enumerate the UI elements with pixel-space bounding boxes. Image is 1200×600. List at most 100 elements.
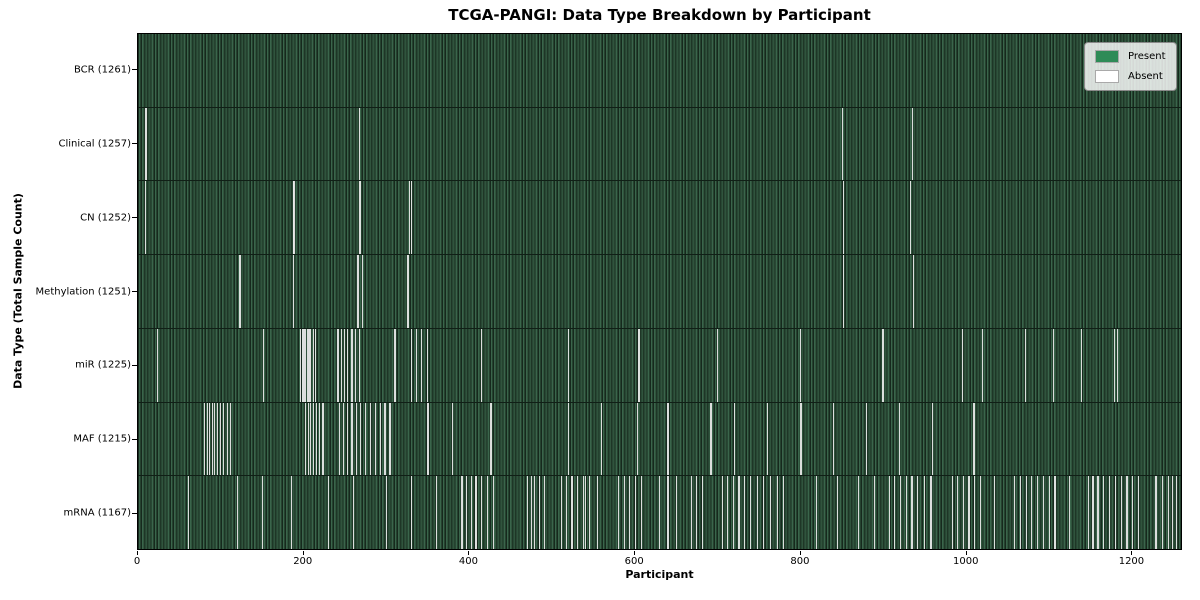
absent-line: [696, 476, 698, 550]
absent-line: [905, 476, 907, 550]
x-axis-label: Participant: [625, 568, 694, 581]
legend: Present Absent: [1084, 42, 1177, 91]
absent-line: [951, 476, 954, 550]
x-ticks: 0 200 400 600 800 1000 1200: [133, 550, 1182, 570]
absent-line: [917, 476, 919, 550]
absent-line: [347, 402, 349, 476]
absent-line: [721, 476, 724, 550]
absent-line: [358, 255, 360, 328]
x-tick-label: 800: [790, 556, 810, 567]
absent-line: [374, 402, 376, 476]
absent-line: [1161, 476, 1164, 550]
absent-line: [733, 402, 735, 476]
absent-line: [659, 476, 661, 550]
absent-line: [968, 476, 970, 550]
absent-line: [353, 476, 355, 550]
legend-item-absent: Absent: [1095, 70, 1166, 83]
absent-line: [874, 476, 876, 550]
absent-line: [369, 402, 371, 476]
absent-line: [470, 476, 472, 550]
absent-line: [206, 402, 208, 476]
absent-line: [1092, 476, 1094, 550]
absent-line: [667, 476, 669, 550]
absent-line: [568, 328, 570, 402]
absent-line: [1103, 476, 1105, 550]
absent-line: [1052, 328, 1054, 402]
absent-line: [426, 328, 428, 402]
x-tick-label: 0: [133, 556, 141, 567]
absent-line: [899, 476, 901, 550]
absent-line: [239, 255, 241, 328]
absent-line: [427, 402, 429, 476]
absent-line: [358, 328, 361, 402]
absent-line: [492, 476, 495, 550]
absent-line: [726, 476, 729, 550]
absent-line: [1080, 328, 1083, 402]
absent-line: [912, 107, 914, 181]
absent-line: [756, 476, 758, 550]
row-band-cn: [138, 181, 1181, 256]
absent-line: [384, 402, 386, 476]
absent-line: [308, 328, 310, 402]
absent-line: [357, 255, 359, 328]
absent-line: [410, 181, 413, 255]
absent-line: [738, 476, 740, 550]
absent-line: [1137, 476, 1140, 550]
absent-line: [312, 328, 314, 402]
absent-line: [690, 476, 692, 550]
absent-line: [1114, 476, 1117, 550]
x-tick-mark: [468, 551, 470, 555]
absent-line: [322, 402, 324, 476]
absent-line: [362, 255, 364, 328]
y-tick-mark: [132, 438, 137, 440]
absent-line: [1176, 476, 1178, 550]
y-tick-label-clinical: Clinical (1257): [58, 138, 132, 150]
absent-line: [571, 476, 573, 550]
absent-line: [956, 476, 959, 550]
absent-line: [1120, 476, 1122, 550]
absent-line: [1031, 476, 1033, 550]
absent-line: [187, 476, 189, 550]
absent-line: [406, 255, 408, 328]
absent-line: [351, 402, 353, 476]
absent-line: [911, 476, 913, 550]
absent-line: [379, 402, 381, 476]
x-tick-label: 600: [624, 556, 644, 567]
absent-line: [1013, 476, 1016, 550]
absent-line: [315, 328, 317, 402]
absent-line: [358, 181, 361, 255]
x-tick-mark: [302, 551, 304, 555]
absent-line: [882, 328, 884, 402]
absent-line: [568, 402, 570, 476]
absent-line: [539, 476, 541, 550]
absent-line: [306, 328, 308, 402]
x-tick-mark: [965, 551, 967, 555]
absent-line: [932, 402, 934, 476]
absent-line: [836, 476, 839, 550]
absent-line: [623, 476, 625, 550]
absent-line: [530, 476, 533, 550]
absent-line: [386, 476, 388, 550]
absent-line: [343, 402, 345, 476]
y-tick-label-mrna: mRNA (1167): [63, 507, 131, 519]
absent-line: [481, 328, 483, 402]
absent-line: [292, 181, 294, 255]
absent-line: [889, 476, 891, 550]
absent-line: [481, 476, 483, 550]
absent-line: [355, 402, 357, 476]
absent-line: [354, 328, 356, 402]
absent-line: [980, 476, 982, 550]
absent-line: [305, 328, 307, 402]
absent-line: [407, 255, 409, 328]
absent-line: [981, 328, 983, 402]
absent-swatch-icon: [1095, 70, 1119, 83]
absent-line: [961, 328, 963, 402]
absent-line: [211, 402, 213, 476]
x-tick-label: 200: [293, 556, 313, 567]
absent-line: [597, 476, 599, 550]
x-tick-label: 400: [458, 556, 479, 567]
absent-line: [769, 476, 772, 550]
y-tick-label-bcr: BCR (1261): [73, 64, 131, 76]
absent-line: [300, 328, 302, 402]
